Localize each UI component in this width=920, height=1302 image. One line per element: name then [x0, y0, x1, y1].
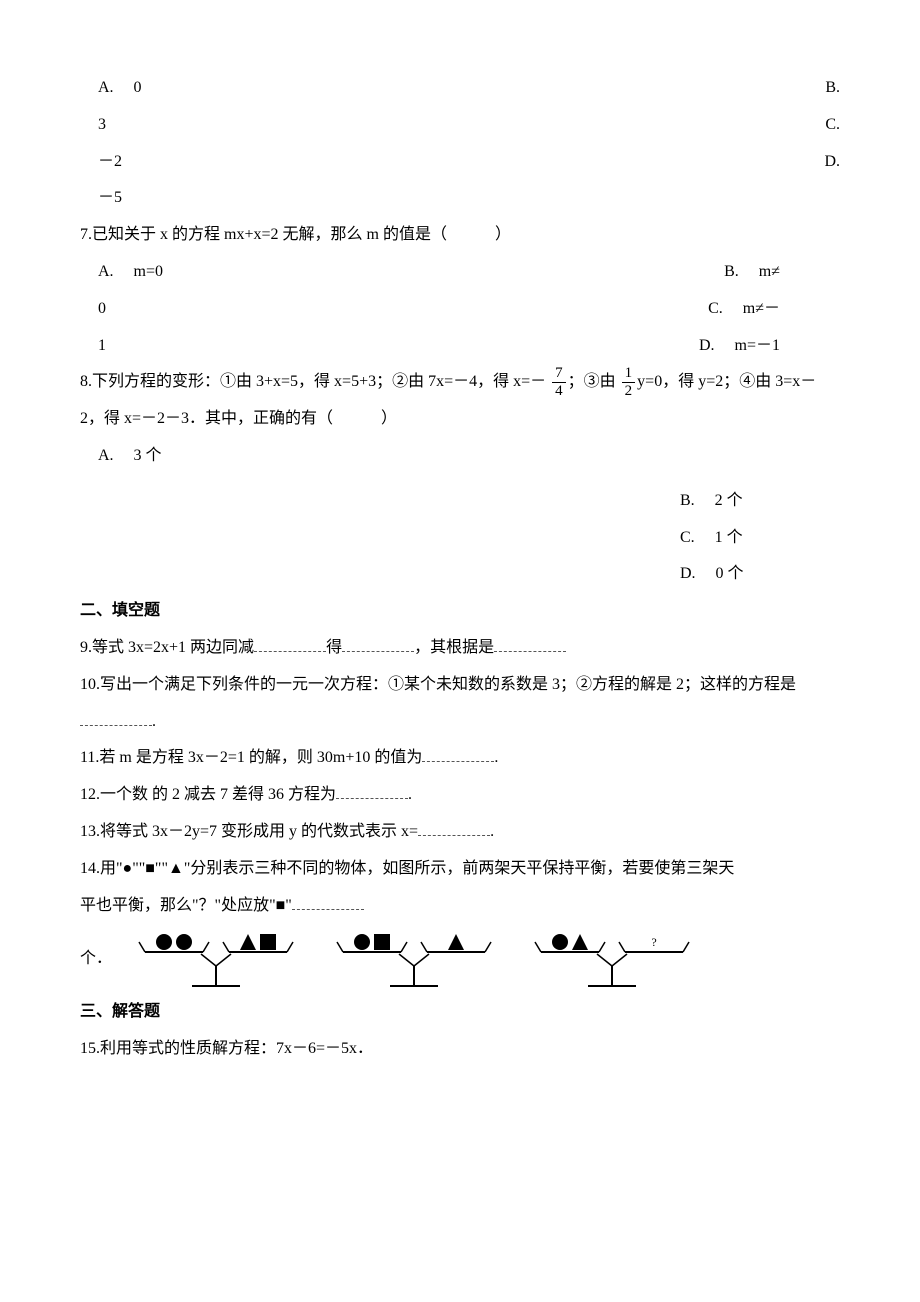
- blank: [494, 637, 566, 652]
- q6-line3: －2 D.: [80, 144, 860, 181]
- q7-optC: C. m≠－: [708, 291, 860, 328]
- q6-line2: 3 C.: [80, 107, 860, 144]
- q6-optB-val: 3: [80, 107, 106, 144]
- q8-stem-line2: 2，得 x=－2－3．其中，正确的有（ ）: [80, 401, 860, 438]
- q8-stem-line1: 8.下列方程的变形：①由 3+x=5，得 x=5+3；②由 7x=－4，得 x=…: [80, 364, 860, 401]
- q8-optB: B. 2 个: [680, 483, 920, 520]
- q6-optD: D.: [824, 144, 860, 181]
- frac-den: 4: [552, 383, 566, 399]
- q8-optA: A. 3 个: [80, 438, 162, 475]
- balance-scales-diagram: ?: [126, 924, 720, 994]
- q7-optB: B. m≠: [724, 254, 860, 291]
- q7-line2: 0 C. m≠－: [80, 291, 860, 328]
- q10-line1: 10.写出一个满足下列条件的一元一次方程：①某个未知数的系数是 3；②方程的解是…: [80, 667, 860, 704]
- blank: [418, 821, 490, 836]
- blank: [254, 637, 326, 652]
- q14-tailword: 个．: [80, 941, 112, 978]
- q7-optD: D. m=－1: [699, 328, 860, 365]
- section-answer-heading: 三、解答题: [80, 994, 860, 1031]
- q7-stem: 7.已知关于 x 的方程 mx+x=2 无解，那么 m 的值是（ ）: [80, 217, 860, 254]
- q6-optB: B.: [825, 70, 860, 107]
- q6-line1: A. 0 B.: [80, 70, 860, 107]
- q8-optD: D. 0 个: [680, 556, 920, 593]
- q7-line1: A. m=0 B. m≠: [80, 254, 860, 291]
- q7-optC-tail: 1: [80, 328, 106, 365]
- blank: [80, 710, 152, 725]
- blank: [292, 894, 364, 909]
- blank: [422, 747, 494, 762]
- q14-line2: 平也平衡，那么"？"处应放"■": [80, 888, 860, 925]
- q7-optA: A. m=0: [80, 254, 163, 291]
- q11-line: 11.若 m 是方程 3x－2=1 的解，则 30m+10 的值为.: [80, 740, 860, 777]
- q14-b: 平也平衡，那么"？"处应放"■": [80, 897, 292, 914]
- q14-diagram-row: 个． ?: [80, 924, 860, 994]
- q13-a: 13.将等式 3x－2y=7 变形成用 y 的代数式表示 x=: [80, 823, 418, 840]
- q6-optC-val: －2: [80, 144, 122, 181]
- q11-tail: .: [494, 749, 498, 766]
- section-fill-heading: 二、填空题: [80, 593, 860, 630]
- q8-stem-c: y=0，得 y=2；④由 3=x－: [637, 373, 816, 390]
- q10-line2: .: [80, 704, 860, 741]
- q14-line1: 14.用"●""■""▲"分别表示三种不同的物体，如图所示，前两架天平保持平衡，…: [80, 851, 860, 888]
- q9-a: 9.等式 3x=2x+1 两边同减: [80, 639, 254, 656]
- q7-line3: 1 D. m=－1: [80, 328, 860, 365]
- frac-num: 1: [622, 366, 636, 383]
- q8-optC: C. 1 个: [680, 520, 920, 557]
- q6-optA: A. 0: [80, 70, 142, 107]
- q13-line: 13.将等式 3x－2y=7 变形成用 y 的代数式表示 x=.: [80, 814, 860, 851]
- q6-optD-val: －5: [80, 180, 122, 217]
- q9-b: 得: [326, 639, 342, 656]
- q12-tail: .: [408, 786, 412, 803]
- q8-frac2: 12: [622, 366, 636, 399]
- svg-text:?: ?: [651, 935, 656, 949]
- q12-line: 12.一个数 的 2 减去 7 差得 36 方程为.: [80, 777, 860, 814]
- frac-num: 7: [552, 366, 566, 383]
- q6-line4: －5: [80, 180, 860, 217]
- q12-a: 12.一个数 的 2 减去 7 差得 36 方程为: [80, 786, 336, 803]
- q9-c: ，其根据是: [414, 639, 494, 656]
- q9-line: 9.等式 3x=2x+1 两边同减 得 ，其根据是: [80, 630, 860, 667]
- frac-den: 2: [622, 383, 636, 399]
- q15-line: 15.利用等式的性质解方程：7x－6=－5x．: [80, 1031, 860, 1068]
- q8-stem-b: ；③由: [568, 373, 620, 390]
- q6-optC: C.: [825, 107, 860, 144]
- q8-frac1: 74: [552, 366, 566, 399]
- q7-optB-tail: 0: [80, 291, 106, 328]
- q11-a: 11.若 m 是方程 3x－2=1 的解，则 30m+10 的值为: [80, 749, 422, 766]
- blank: [342, 637, 414, 652]
- page-container: A. 0 B. 3 C. －2 D. －5 7.已知关于 x 的方程 mx+x=…: [0, 0, 920, 1302]
- q10-tail: .: [152, 713, 156, 730]
- q8-optA-line: A. 3 个: [80, 438, 860, 475]
- q13-tail: .: [490, 823, 494, 840]
- blank: [336, 784, 408, 799]
- q8-stem-a: 8.下列方程的变形：①由 3+x=5，得 x=5+3；②由 7x=－4，得 x=…: [80, 373, 550, 390]
